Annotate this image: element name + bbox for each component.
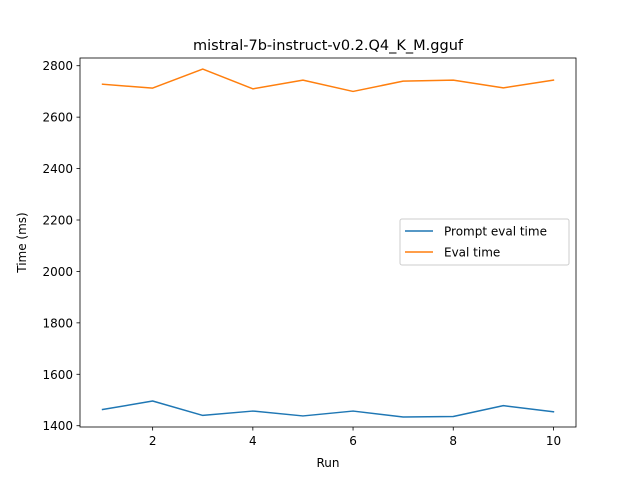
- y-tick-label: 2400: [42, 162, 73, 176]
- y-axis: 1400 1600 1800 2000 2200 2400 2600 2800: [42, 59, 80, 433]
- x-tick-label: 10: [546, 434, 561, 448]
- x-tick-label: 6: [349, 434, 357, 448]
- y-tick-label: 1800: [42, 316, 73, 330]
- x-axis-label: Run: [316, 456, 339, 470]
- y-tick-label: 1600: [42, 368, 73, 382]
- y-tick-label: 2000: [42, 265, 73, 279]
- y-tick-label: 2600: [42, 111, 73, 125]
- legend-label: Eval time: [444, 246, 500, 260]
- legend-label: Prompt eval time: [444, 225, 547, 239]
- x-tick-label: 8: [449, 434, 457, 448]
- series-line-1: [103, 401, 554, 417]
- x-tick-label: 4: [249, 434, 257, 448]
- y-axis-label: Time (ms): [15, 212, 29, 274]
- y-tick-label: 1400: [42, 419, 73, 433]
- x-tick-label: 2: [149, 434, 157, 448]
- series-line-2: [103, 69, 554, 91]
- chart-title: mistral-7b-instruct-v0.2.Q4_K_M.gguf: [193, 38, 464, 54]
- y-tick-label: 2200: [42, 214, 73, 228]
- legend: Prompt eval time Eval time: [400, 219, 569, 265]
- x-axis: 2 4 6 8 10: [149, 427, 561, 448]
- y-tick-label: 2800: [42, 59, 73, 73]
